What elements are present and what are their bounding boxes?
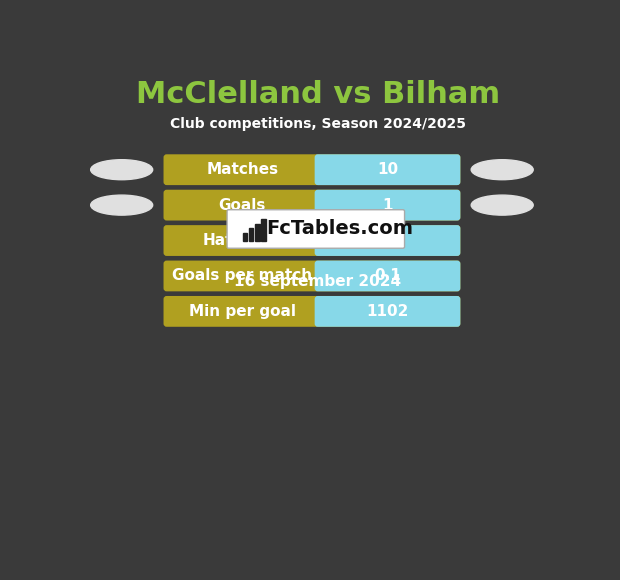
Text: 0.1: 0.1 bbox=[374, 269, 401, 284]
Text: FcTables.com: FcTables.com bbox=[267, 219, 414, 238]
Text: 1: 1 bbox=[383, 198, 392, 213]
Text: Matches: Matches bbox=[206, 162, 278, 177]
Text: 1102: 1102 bbox=[366, 304, 409, 319]
FancyBboxPatch shape bbox=[164, 260, 460, 291]
Text: 10: 10 bbox=[377, 162, 398, 177]
FancyBboxPatch shape bbox=[314, 260, 460, 291]
Ellipse shape bbox=[471, 160, 533, 180]
FancyBboxPatch shape bbox=[314, 154, 460, 185]
FancyBboxPatch shape bbox=[164, 296, 460, 327]
Bar bbox=[242, 233, 247, 241]
Ellipse shape bbox=[471, 195, 533, 215]
Bar bbox=[249, 228, 254, 241]
Text: Goals: Goals bbox=[218, 198, 266, 213]
FancyBboxPatch shape bbox=[314, 190, 460, 220]
Ellipse shape bbox=[91, 195, 153, 215]
FancyBboxPatch shape bbox=[227, 210, 404, 248]
Text: McClelland vs Bilham: McClelland vs Bilham bbox=[136, 79, 500, 108]
FancyBboxPatch shape bbox=[314, 225, 460, 256]
FancyBboxPatch shape bbox=[164, 154, 460, 185]
Bar bbox=[255, 224, 260, 241]
Text: Club competitions, Season 2024/2025: Club competitions, Season 2024/2025 bbox=[170, 117, 466, 130]
Bar bbox=[261, 219, 266, 241]
Text: Min per goal: Min per goal bbox=[188, 304, 296, 319]
Ellipse shape bbox=[91, 160, 153, 180]
Text: 16 september 2024: 16 september 2024 bbox=[234, 274, 401, 289]
FancyBboxPatch shape bbox=[314, 296, 460, 327]
FancyBboxPatch shape bbox=[164, 225, 460, 256]
Text: 0: 0 bbox=[382, 233, 393, 248]
Text: Hattricks: Hattricks bbox=[203, 233, 281, 248]
Text: Goals per match: Goals per match bbox=[172, 269, 312, 284]
FancyBboxPatch shape bbox=[164, 190, 460, 220]
